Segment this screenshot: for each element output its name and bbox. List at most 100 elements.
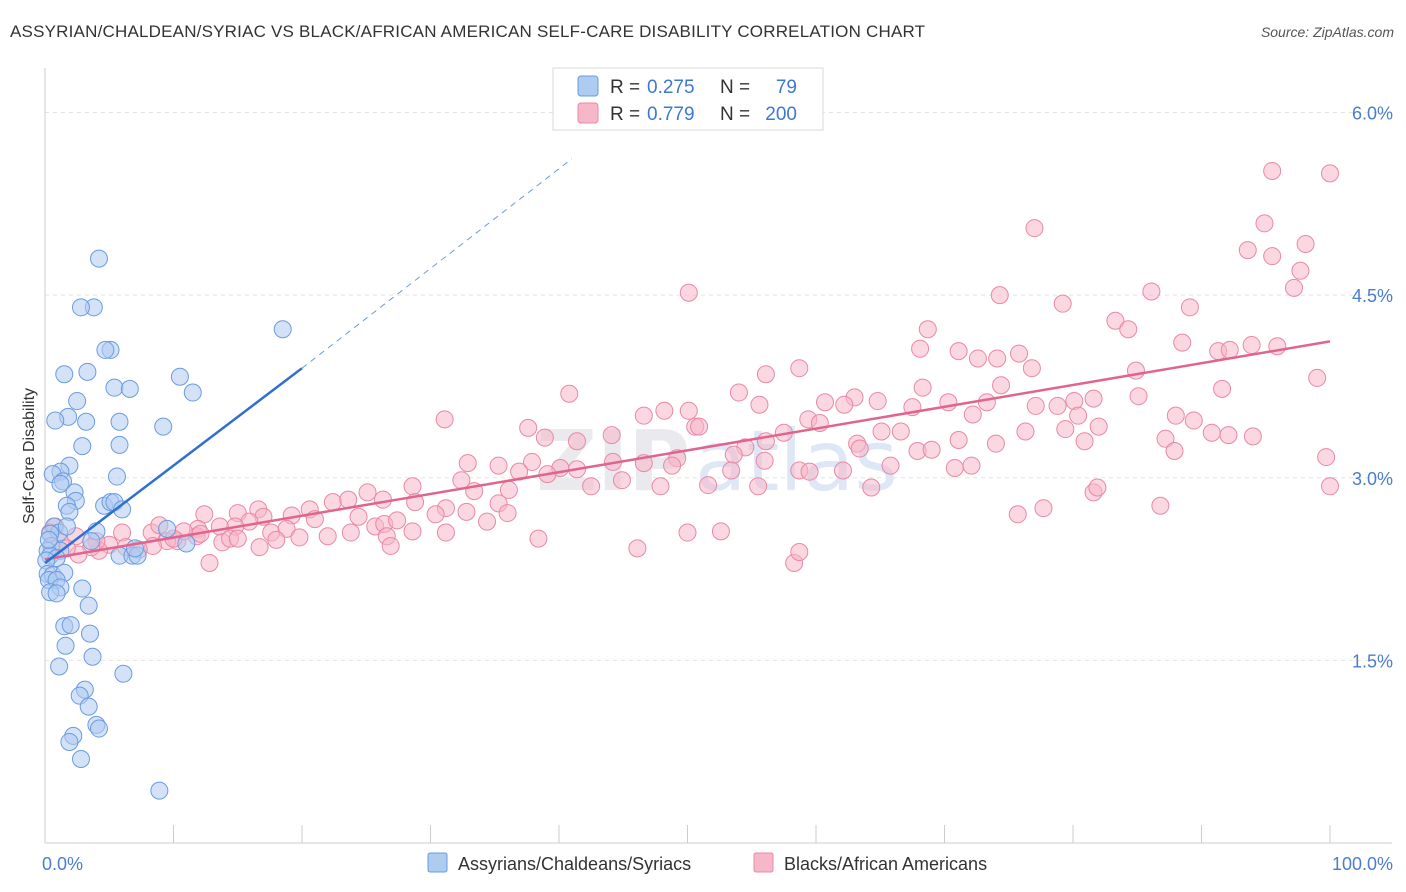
pink-point-31 — [1308, 368, 1327, 387]
pink-point-26 — [988, 349, 1007, 368]
pink-point-186 — [529, 529, 548, 548]
blue-point-56 — [73, 579, 92, 598]
pink-point-132 — [1321, 477, 1339, 496]
legend-swatch-blue — [577, 75, 599, 97]
pink-point-24 — [1010, 344, 1029, 363]
pink-point-117 — [358, 483, 377, 502]
blue-point-10 — [120, 379, 139, 398]
legend-bottom-swatch-pink — [753, 852, 774, 873]
legend-r-value-blue: 0.275 — [647, 77, 695, 98]
pink-point-34 — [1213, 379, 1232, 398]
pink-point-112 — [612, 471, 631, 490]
pink-point-156 — [381, 536, 400, 555]
pink-point-124 — [457, 502, 476, 521]
pink-point-44 — [815, 393, 834, 412]
blue-point-33 — [113, 500, 132, 519]
pink-point-32 — [992, 376, 1011, 395]
pink-point-83 — [1156, 429, 1175, 448]
legend-r-label-blue: R = — [610, 77, 640, 98]
pink-point-86 — [1317, 448, 1336, 467]
legend-r-value-pink: 0.779 — [647, 104, 695, 125]
pink-point-171 — [200, 553, 219, 572]
pink-point-155 — [403, 522, 422, 541]
blue-point-2 — [71, 298, 90, 317]
pink-point-129 — [1088, 478, 1107, 497]
blue-point-19 — [110, 435, 129, 454]
pink-point-93 — [458, 454, 477, 473]
pink-point-103 — [800, 462, 819, 481]
pink-point-48 — [1026, 396, 1045, 415]
pink-point-110 — [651, 477, 670, 496]
pink-point-50 — [655, 401, 674, 420]
blue-point-39 — [158, 519, 177, 538]
pink-point-30 — [756, 365, 775, 384]
pink-point-43 — [1129, 387, 1148, 406]
pink-point-111 — [582, 477, 601, 496]
series-legend: Assyrians/Chaldeans/Syriacs Blacks/Afric… — [427, 852, 987, 874]
pink-point-66 — [1219, 426, 1238, 445]
pink-point-119 — [323, 493, 342, 512]
pink-point-54 — [1069, 406, 1088, 425]
y-axis-label: Self-Care Disability — [21, 388, 38, 524]
pink-point-0 — [1263, 161, 1282, 180]
pink-point-38 — [868, 392, 887, 411]
pink-point-123 — [426, 505, 445, 524]
blue-point-65 — [50, 657, 69, 676]
y-tick-label-2: 4.5% — [1352, 286, 1393, 306]
pink-point-19 — [1220, 340, 1239, 359]
pink-point-49 — [1048, 396, 1067, 415]
blue-point-4 — [96, 340, 115, 359]
pink-point-107 — [699, 476, 718, 495]
pink-point-94 — [489, 456, 508, 475]
pink-point-90 — [663, 456, 682, 475]
legend-bottom-label-blue: Assyrians/Chaldeans/Syriacs — [458, 854, 691, 874]
pink-point-57 — [435, 410, 454, 429]
y-tick-label-1: 3.0% — [1352, 469, 1393, 489]
pink-point-8 — [1285, 278, 1304, 297]
legend-r-label-pink: R = — [610, 104, 640, 125]
pink-point-85 — [1243, 427, 1262, 446]
pink-point-91 — [523, 452, 542, 471]
blue-point-76 — [39, 530, 58, 549]
pink-point-152 — [318, 527, 337, 546]
blue-point-62 — [80, 624, 99, 643]
pink-point-153 — [341, 523, 360, 542]
pink-point-56 — [1184, 411, 1203, 430]
pink-point-157 — [436, 523, 455, 542]
blue-point-16 — [110, 412, 129, 431]
pink-point-15 — [918, 320, 937, 339]
pink-point-52 — [634, 406, 653, 425]
legend-n-label-pink: N = — [720, 104, 750, 125]
pink-point-12 — [1053, 294, 1072, 313]
pink-point-46 — [835, 395, 854, 414]
pink-point-17 — [1173, 333, 1192, 352]
blue-point-9 — [105, 378, 124, 397]
pink-point-7 — [1291, 261, 1310, 280]
source-label: Source: ZipAtlas.com — [1260, 24, 1394, 40]
pink-point-60 — [1089, 417, 1108, 436]
pink-point-187 — [628, 539, 647, 558]
pink-point-101 — [833, 461, 852, 480]
pink-point-42 — [1084, 389, 1103, 408]
blue-point-8 — [170, 367, 189, 386]
pink-point-51 — [679, 401, 698, 420]
y-tick-labels: 1.5% 3.0% 4.5% 6.0% — [1352, 104, 1393, 672]
trend-line-blacks — [44, 340, 1331, 561]
pink-point-69 — [690, 417, 709, 436]
pink-point-2 — [1255, 214, 1274, 233]
pink-point-10 — [990, 286, 1009, 305]
legend-n-label-blue: N = — [720, 77, 750, 98]
pink-point-28 — [790, 359, 809, 378]
pink-point-6 — [1263, 247, 1282, 266]
blue-point-11 — [183, 383, 202, 402]
pink-point-108 — [749, 477, 768, 496]
pink-point-22 — [911, 339, 930, 358]
grid-lines — [45, 112, 1392, 661]
pink-point-87 — [724, 445, 743, 464]
pink-point-40 — [977, 393, 996, 412]
pink-point-137 — [349, 507, 368, 526]
blue-point-66 — [114, 664, 133, 683]
pink-point-70 — [519, 418, 538, 437]
pink-point-23 — [949, 342, 968, 361]
